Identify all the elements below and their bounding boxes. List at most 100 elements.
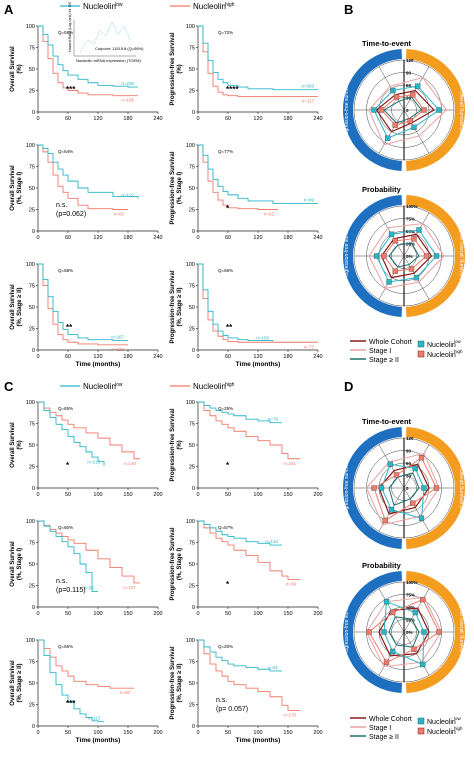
radar-spoke bbox=[403, 487, 430, 532]
significance-label: n.s. bbox=[56, 578, 67, 585]
q-label: Q=66% bbox=[218, 268, 233, 273]
y-tick-label: 75 bbox=[189, 46, 195, 52]
radar-arc-right-label: 5-year Overall Survival (%) bbox=[458, 226, 464, 286]
radar-arc-right-label: 5-year Overall Survival (%) bbox=[458, 602, 464, 662]
x-tick-label: 150 bbox=[123, 492, 132, 498]
y-tick-label: 100 bbox=[186, 519, 195, 525]
y-axis-label-2: (%, Stage I) bbox=[177, 548, 183, 580]
y-tick-label: 50 bbox=[29, 681, 35, 687]
radar-title: Time-to-event bbox=[362, 417, 412, 426]
y-tick-label: 75 bbox=[29, 422, 35, 428]
legend-c-high-label: Nucleolin bbox=[193, 382, 226, 391]
x-tick-label: 50 bbox=[225, 730, 231, 736]
x-tick-label: 120 bbox=[93, 235, 102, 241]
radar-d-prob: Probability 5-year Overall Survival (%) 5-… bbox=[343, 561, 465, 693]
legend-d-low-sup: low bbox=[454, 716, 462, 721]
x-tick-label: 240 bbox=[153, 235, 162, 241]
panel-letter-a: A bbox=[4, 2, 14, 17]
n-high-label: n=60 bbox=[114, 212, 125, 217]
y-axis-label: Progression-free Survival bbox=[170, 408, 176, 481]
radar-arc-left bbox=[343, 427, 403, 549]
radar-series-stage2 bbox=[388, 616, 420, 648]
radar-marker-low bbox=[390, 87, 396, 94]
radar-marker-high bbox=[383, 659, 390, 665]
significance-label: * bbox=[66, 461, 70, 470]
y-tick-label: 25 bbox=[189, 89, 195, 95]
radar-scale-label: 75% bbox=[406, 217, 415, 222]
radar-marker-low bbox=[412, 465, 418, 472]
km-curve-low bbox=[38, 263, 128, 341]
y-tick-label: 0 bbox=[32, 724, 35, 730]
y-tick-label: 25 bbox=[29, 703, 35, 709]
km-curve-low bbox=[198, 639, 282, 672]
y-tick-label: 100 bbox=[26, 143, 35, 149]
y-tick-label: 25 bbox=[29, 327, 35, 333]
x-tick-label: 120 bbox=[93, 116, 102, 122]
legend-b-low: Nucleolin bbox=[427, 342, 456, 349]
radar-marker-low bbox=[436, 107, 442, 113]
radar-marker-high bbox=[382, 517, 388, 524]
x-tick-label: 0 bbox=[36, 235, 39, 241]
y-tick-label: 75 bbox=[189, 165, 195, 171]
a-inset-cutpoint: Cutpoint: 11515.8 (Q=56%) bbox=[95, 46, 144, 51]
legend-d-whole: Whole Cohort bbox=[369, 716, 412, 723]
radar-title: Time-to-event bbox=[362, 39, 412, 48]
radar-marker-low bbox=[433, 253, 440, 259]
q-label: Q=65% bbox=[58, 644, 73, 649]
legend-a-high-label: Nucleolin bbox=[193, 2, 226, 11]
x-tick-label: 200 bbox=[153, 730, 162, 736]
km-plot-a5: 0 25 50 75 100 0 60 120 180 240 Time (months) Overa… bbox=[10, 262, 163, 368]
radar-charts: Time-to-event Median Overall Survival (mo… bbox=[343, 39, 465, 693]
q-label: Q=25% bbox=[218, 406, 233, 411]
x-tick-label: 200 bbox=[153, 492, 162, 498]
radar-marker-high bbox=[392, 268, 398, 274]
significance-label: * bbox=[226, 204, 230, 213]
x-tick-label: 0 bbox=[36, 611, 39, 617]
km-curve-low bbox=[38, 639, 104, 723]
y-tick-label: 25 bbox=[29, 584, 35, 590]
y-tick-label: 50 bbox=[29, 305, 35, 311]
y-tick-label: 0 bbox=[192, 724, 195, 730]
km-curve-low bbox=[198, 144, 318, 204]
radar-title: Probability bbox=[362, 561, 402, 570]
y-tick-label: 25 bbox=[29, 89, 35, 95]
legend-b-whole: Whole Cohort bbox=[369, 339, 412, 346]
y-tick-label: 100 bbox=[26, 24, 35, 30]
km-curve-low bbox=[198, 520, 282, 546]
radar-marker-high bbox=[421, 107, 427, 113]
legend-d-stage1: Stage I bbox=[369, 725, 391, 732]
radar-marker-low bbox=[386, 279, 392, 285]
km-curve-low bbox=[38, 520, 98, 592]
radar-scale-label: 100% bbox=[406, 580, 418, 585]
y-tick-label: 25 bbox=[189, 208, 195, 214]
y-tick-label: 0 bbox=[32, 348, 35, 354]
y-axis-label: Progression-free Survival bbox=[170, 270, 176, 343]
y-axis-label-2: (%, Stage ≥ II) bbox=[177, 664, 183, 703]
y-tick-label: 0 bbox=[32, 229, 35, 235]
x-tick-label: 200 bbox=[313, 492, 322, 498]
x-tick-label: 120 bbox=[253, 354, 262, 360]
y-tick-label: 50 bbox=[189, 305, 195, 311]
y-tick-label: 0 bbox=[32, 486, 35, 492]
legend-c-low-label: Nucleolin bbox=[83, 382, 116, 391]
radar-marker-high bbox=[410, 500, 416, 506]
y-tick-label: 25 bbox=[189, 465, 195, 471]
y-tick-label: 0 bbox=[32, 110, 35, 116]
radar-marker-high bbox=[390, 609, 396, 616]
y-axis-label: Overall Survival bbox=[10, 422, 16, 468]
radar-marker-low bbox=[387, 461, 393, 467]
n-high-label: n=80 bbox=[120, 690, 131, 695]
significance-label: **** bbox=[226, 85, 239, 94]
x-tick-label: 50 bbox=[65, 492, 71, 498]
legend-b-high: Nucleolin bbox=[427, 352, 456, 359]
y-tick-label: 100 bbox=[26, 638, 35, 644]
a-inset-xlabel: Nucleolin mRNA expression (TOEM) bbox=[76, 58, 142, 63]
y-tick-label: 75 bbox=[189, 422, 195, 428]
radar-marker-low bbox=[413, 275, 420, 281]
legend-a-low-label: Nucleolin bbox=[83, 2, 116, 11]
radar-arc-right bbox=[405, 571, 465, 693]
legend-d: Whole Cohort Stage I Stage ≥ II Nucleoli… bbox=[350, 716, 463, 741]
p-value-label: (p=0.115) bbox=[56, 587, 86, 594]
y-axis-label-2: (%) bbox=[17, 64, 23, 73]
y-tick-label: 0 bbox=[192, 486, 195, 492]
